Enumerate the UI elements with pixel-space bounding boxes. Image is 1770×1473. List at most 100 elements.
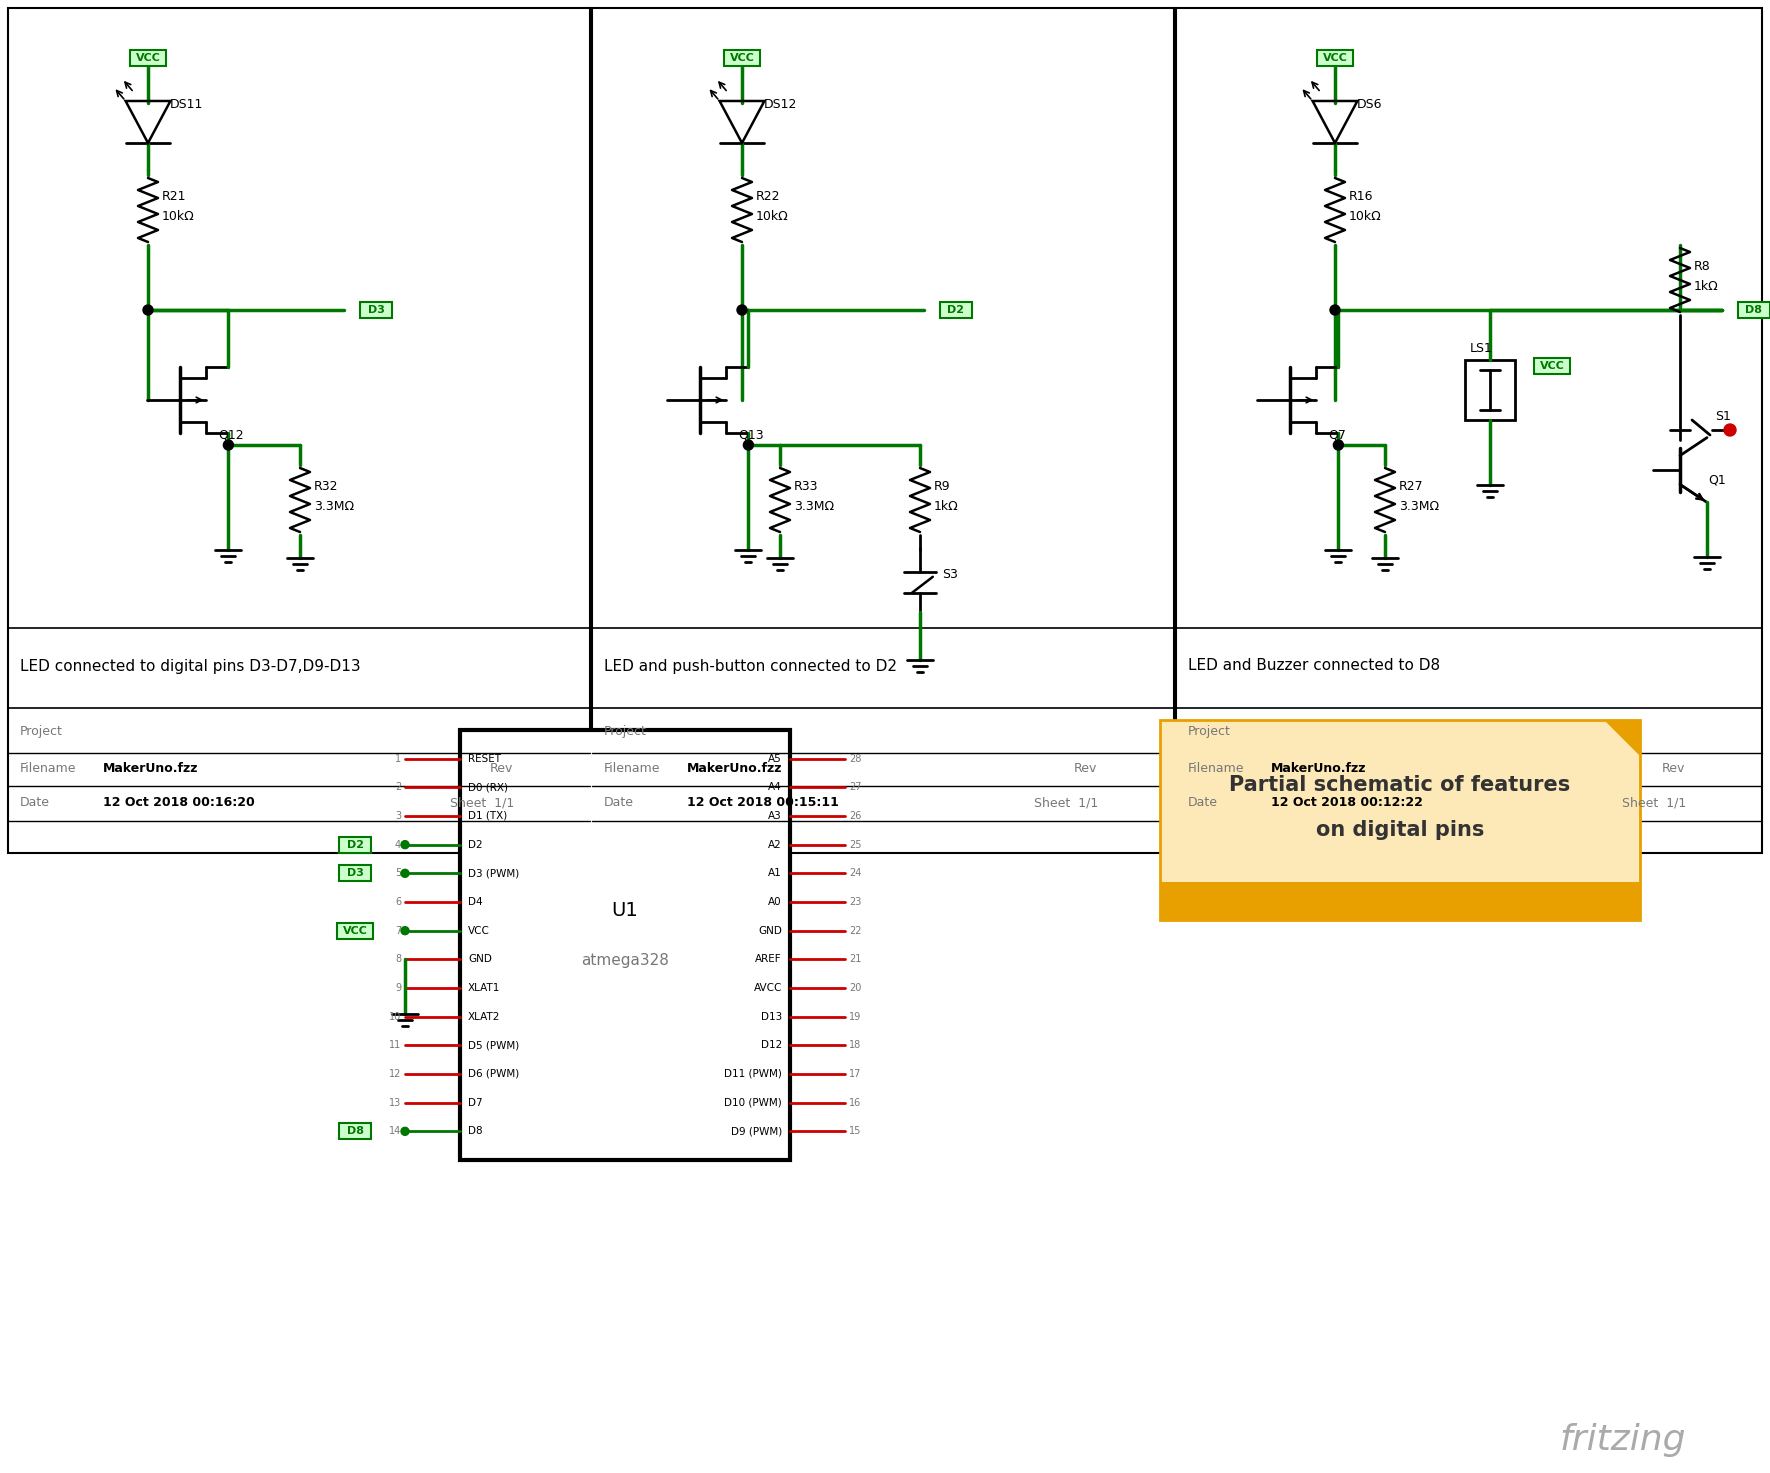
Text: 18: 18 <box>850 1040 862 1050</box>
Text: D0 (RX): D0 (RX) <box>467 782 508 792</box>
Circle shape <box>1724 424 1736 436</box>
Text: Q12: Q12 <box>218 429 244 442</box>
Text: Sheet  1/1: Sheet 1/1 <box>1621 797 1687 810</box>
Text: A4: A4 <box>768 782 782 792</box>
Text: D2: D2 <box>347 840 363 850</box>
Text: Filename: Filename <box>1188 762 1244 775</box>
Text: 3.3MΩ: 3.3MΩ <box>1398 499 1439 513</box>
Text: A5: A5 <box>768 754 782 763</box>
Text: R27: R27 <box>1398 480 1423 492</box>
Text: 1kΩ: 1kΩ <box>1694 280 1719 293</box>
Text: R21: R21 <box>163 190 186 202</box>
Text: 1: 1 <box>395 754 402 763</box>
Circle shape <box>1333 440 1343 449</box>
Bar <box>340 1124 372 1139</box>
Bar <box>1175 7 1761 853</box>
Bar <box>724 50 759 66</box>
Text: D3 (PWM): D3 (PWM) <box>467 868 519 878</box>
Text: D12: D12 <box>761 1040 782 1050</box>
Text: D3: D3 <box>368 305 384 315</box>
Text: Filename: Filename <box>604 762 660 775</box>
Text: R16: R16 <box>1349 190 1374 202</box>
Text: D4: D4 <box>467 897 483 907</box>
Text: Date: Date <box>604 797 634 810</box>
Text: S1: S1 <box>1715 409 1731 423</box>
Text: Date: Date <box>1188 797 1218 810</box>
Circle shape <box>402 1127 409 1136</box>
Text: D7: D7 <box>467 1097 483 1108</box>
Text: 7: 7 <box>395 925 402 935</box>
Text: A3: A3 <box>768 812 782 820</box>
Text: Filename: Filename <box>19 762 76 775</box>
Text: 6: 6 <box>395 897 402 907</box>
Text: 16: 16 <box>850 1097 862 1108</box>
Text: Q7: Q7 <box>1328 429 1345 442</box>
Text: 23: 23 <box>850 897 862 907</box>
Bar <box>1159 720 1641 921</box>
Text: 28: 28 <box>850 754 862 763</box>
Text: R32: R32 <box>313 480 338 492</box>
Bar <box>460 731 789 1161</box>
Text: GND: GND <box>467 955 492 965</box>
Text: 2: 2 <box>395 782 402 792</box>
Text: U1: U1 <box>612 900 639 919</box>
Circle shape <box>402 927 409 935</box>
Text: atmega328: atmega328 <box>581 953 669 968</box>
Text: A0: A0 <box>768 897 782 907</box>
Text: LS1: LS1 <box>1471 342 1492 355</box>
Text: MakerUno.fzz: MakerUno.fzz <box>1271 762 1366 775</box>
Text: Project: Project <box>1188 726 1230 738</box>
Text: Project: Project <box>604 726 646 738</box>
Bar <box>1317 50 1352 66</box>
Bar <box>1466 359 1515 420</box>
Text: 12 Oct 2018 00:12:22: 12 Oct 2018 00:12:22 <box>1271 797 1423 810</box>
Text: D1 (TX): D1 (TX) <box>467 812 508 820</box>
Circle shape <box>743 440 754 449</box>
Text: LED and Buzzer connected to D8: LED and Buzzer connected to D8 <box>1188 658 1441 673</box>
Text: 21: 21 <box>850 955 862 965</box>
Text: 12 Oct 2018 00:16:20: 12 Oct 2018 00:16:20 <box>103 797 255 810</box>
Circle shape <box>143 305 152 315</box>
Text: XLAT2: XLAT2 <box>467 1012 501 1022</box>
Text: 11: 11 <box>389 1040 402 1050</box>
Text: R8: R8 <box>1694 259 1712 273</box>
Text: Sheet  1/1: Sheet 1/1 <box>1034 797 1097 810</box>
Text: VCC: VCC <box>136 53 161 63</box>
Text: VCC: VCC <box>1540 361 1565 371</box>
Text: Rev: Rev <box>1662 762 1685 775</box>
Text: DS11: DS11 <box>170 99 204 112</box>
Text: AREF: AREF <box>756 955 782 965</box>
Text: D11 (PWM): D11 (PWM) <box>724 1069 782 1080</box>
Bar <box>129 50 166 66</box>
Text: 8: 8 <box>395 955 402 965</box>
Text: 10kΩ: 10kΩ <box>163 209 195 222</box>
Text: Q13: Q13 <box>738 429 763 442</box>
Bar <box>1535 358 1570 374</box>
Text: A1: A1 <box>768 868 782 878</box>
Circle shape <box>1329 305 1340 315</box>
Text: D3: D3 <box>347 868 363 878</box>
Circle shape <box>402 841 409 848</box>
Text: R9: R9 <box>935 480 950 492</box>
Text: 12 Oct 2018 00:15:11: 12 Oct 2018 00:15:11 <box>687 797 839 810</box>
Text: RESET: RESET <box>467 754 501 763</box>
Text: D9 (PWM): D9 (PWM) <box>731 1127 782 1136</box>
Text: 25: 25 <box>850 840 862 850</box>
Text: DS12: DS12 <box>765 99 796 112</box>
Circle shape <box>223 440 234 449</box>
Text: fritzing: fritzing <box>1559 1423 1687 1457</box>
Circle shape <box>402 869 409 878</box>
Text: D10 (PWM): D10 (PWM) <box>724 1097 782 1108</box>
Text: 17: 17 <box>850 1069 862 1080</box>
Bar <box>1159 882 1641 921</box>
Text: A2: A2 <box>768 840 782 850</box>
Bar <box>340 865 372 881</box>
Bar <box>1738 302 1770 318</box>
Text: Rev: Rev <box>490 762 513 775</box>
Text: LED and push-button connected to D2: LED and push-button connected to D2 <box>604 658 897 673</box>
Text: DS6: DS6 <box>1358 99 1382 112</box>
Text: D2: D2 <box>947 305 965 315</box>
Text: VCC: VCC <box>1322 53 1347 63</box>
Text: R22: R22 <box>756 190 781 202</box>
Bar <box>336 922 373 938</box>
